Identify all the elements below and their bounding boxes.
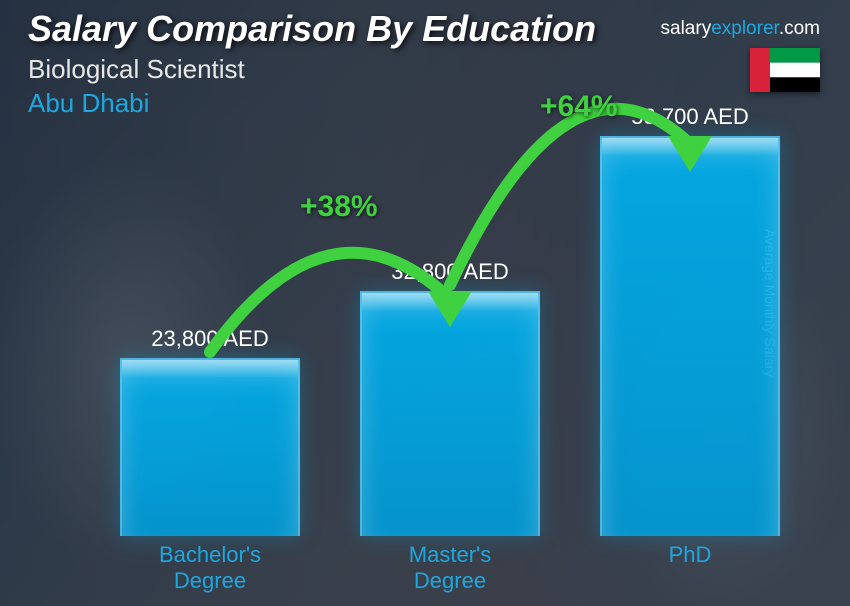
chart-location: Abu Dhabi: [28, 88, 149, 119]
bar-category-label-0: Bachelor'sDegree: [120, 542, 300, 595]
brand-suffix: .com: [779, 18, 820, 39]
chart-subtitle: Biological Scientist: [28, 54, 245, 85]
infographic-root: Salary Comparison By Education Biologica…: [0, 0, 850, 606]
uae-flag-icon: [750, 48, 820, 92]
chart-area: 23,800 AED32,800 AED53,700 AED+38%+64%: [60, 130, 790, 536]
increase-pct-1: +64%: [540, 90, 618, 124]
brand-part2: explorer: [711, 18, 779, 39]
increase-arc-1: [60, 130, 790, 536]
bar-category-label-1: Master'sDegree: [360, 542, 540, 595]
brand-logo: salaryexplorer.com: [661, 18, 820, 40]
brand-part1: salary: [661, 18, 712, 39]
bar-category-label-2: PhD: [600, 542, 780, 568]
chart-title: Salary Comparison By Education: [28, 8, 596, 50]
